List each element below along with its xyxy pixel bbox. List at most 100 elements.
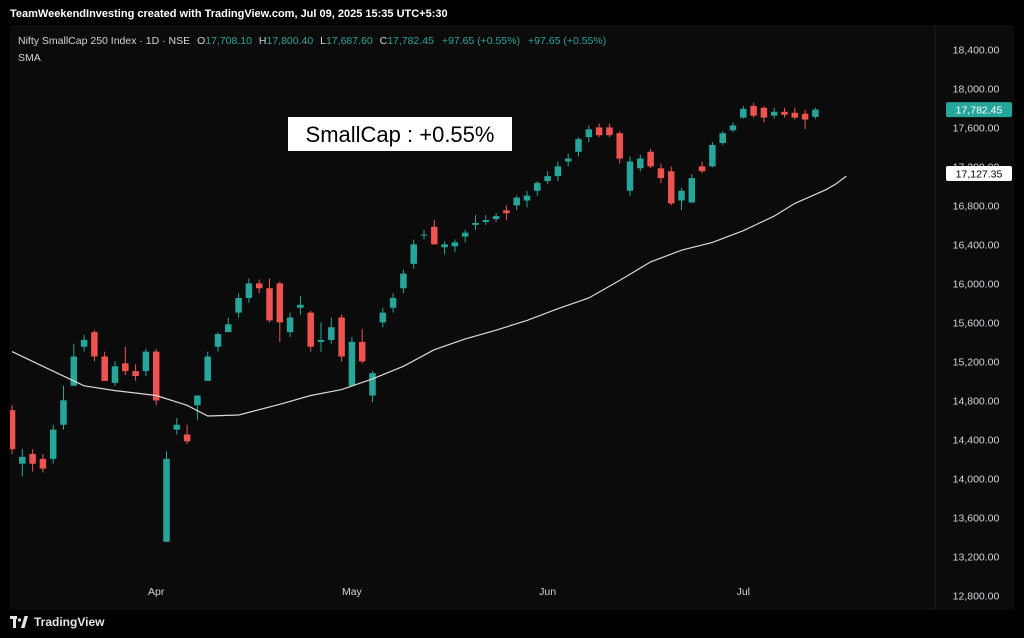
footer-brand: TradingView xyxy=(34,615,105,629)
annotation-box[interactable]: SmallCap : +0.55% xyxy=(288,117,512,151)
y-tick-label: 16,400.00 xyxy=(953,239,1000,251)
candle xyxy=(750,103,757,118)
candle-body xyxy=(369,373,376,396)
candle-body xyxy=(461,232,469,237)
candle-body xyxy=(29,454,36,464)
candle-body xyxy=(698,166,706,172)
candle-body xyxy=(225,324,232,333)
candle xyxy=(338,314,345,362)
candle-body xyxy=(791,112,799,118)
legend-l-label: L xyxy=(320,35,326,47)
candle-body xyxy=(564,158,572,162)
candle xyxy=(194,395,201,420)
candle xyxy=(637,154,644,172)
y-tick-label: 16,000.00 xyxy=(953,278,1000,290)
candle-body xyxy=(389,298,397,308)
candle xyxy=(122,346,129,376)
candle-body xyxy=(431,226,438,245)
candle xyxy=(595,123,603,138)
y-tick-label: 18,400.00 xyxy=(953,44,1000,56)
candle xyxy=(39,454,47,473)
candle-body xyxy=(245,283,253,298)
candle-body xyxy=(328,327,335,340)
y-tick-label: 13,200.00 xyxy=(953,551,1000,563)
y-tick-label: 18,000.00 xyxy=(953,83,1000,95)
candle-body xyxy=(70,356,78,386)
candle xyxy=(132,364,139,381)
price-axis[interactable]: 18,400.0018,000.0017,600.0017,200.0016,8… xyxy=(953,44,1000,602)
candle xyxy=(616,131,623,164)
candle xyxy=(492,213,500,222)
legend-c-label: C xyxy=(380,35,388,47)
candle-body xyxy=(585,129,593,138)
candle-body xyxy=(142,351,150,372)
legend-symbol[interactable]: Nifty SmallCap 250 Index · 1D · NSE xyxy=(18,35,190,47)
legend-indicator[interactable]: SMA xyxy=(18,52,41,64)
candle xyxy=(29,449,36,472)
candle-body xyxy=(729,125,737,131)
annotation-text: SmallCap : +0.55% xyxy=(306,122,495,147)
chart-area[interactable]: 18,400.0018,000.0017,600.0017,200.0016,8… xyxy=(8,25,1014,610)
time-axis[interactable]: Apr May Jun Jul xyxy=(148,586,750,598)
candle-body xyxy=(750,105,757,116)
candle xyxy=(647,148,654,169)
candle-body xyxy=(297,304,304,308)
legend-row: Nifty SmallCap 250 Index · 1D · NSE O17,… xyxy=(18,35,606,47)
candle-body xyxy=(400,273,407,289)
candle-body xyxy=(235,298,242,313)
candle-body xyxy=(8,410,16,450)
candle-body xyxy=(513,197,520,206)
candle xyxy=(513,195,520,211)
candle-body xyxy=(19,456,26,464)
candle xyxy=(255,279,263,294)
candle-body xyxy=(740,108,747,118)
candle-body xyxy=(606,127,613,136)
candle-body xyxy=(152,351,160,401)
candle xyxy=(688,174,696,204)
candle xyxy=(214,332,222,352)
candle xyxy=(245,278,253,303)
candle-body xyxy=(214,334,222,347)
candle-body xyxy=(286,317,294,333)
candle xyxy=(575,137,582,157)
candle xyxy=(451,239,459,253)
candle-body xyxy=(163,458,170,542)
y-tick-label: 17,600.00 xyxy=(953,122,1000,134)
legend-h-label: H xyxy=(259,35,267,47)
legend-change-2: +97.65 (+0.55%) xyxy=(528,35,606,47)
legend-open: 17,708.10 xyxy=(205,35,252,47)
candle-body xyxy=(266,288,273,321)
candle xyxy=(801,109,809,130)
candle xyxy=(49,424,57,464)
candle-body xyxy=(492,216,500,220)
candle-body xyxy=(688,178,696,203)
candle-body xyxy=(595,127,603,136)
candle xyxy=(482,215,490,225)
price-chart[interactable]: 18,400.0018,000.0017,600.0017,200.0016,8… xyxy=(8,25,1014,610)
candle-body xyxy=(101,356,108,381)
legend-o-label: O xyxy=(197,35,205,47)
watermark-banner: TeamWeekendInvesting created with Tradin… xyxy=(10,8,448,20)
candle xyxy=(307,310,314,352)
candle-body xyxy=(194,395,201,406)
candle xyxy=(101,351,108,381)
candle xyxy=(328,317,335,344)
candle-body xyxy=(317,339,325,342)
candle-body xyxy=(132,371,139,376)
candle xyxy=(564,153,572,167)
candle-body xyxy=(554,166,562,177)
y-tick-label: 14,000.00 xyxy=(953,473,1000,485)
candle xyxy=(379,307,387,328)
candle-body xyxy=(709,144,716,167)
candle xyxy=(678,187,685,211)
candle xyxy=(606,123,613,138)
candle-body xyxy=(173,424,181,430)
candle xyxy=(163,451,170,542)
candle xyxy=(626,156,634,196)
candle xyxy=(297,296,304,315)
candle-body xyxy=(307,312,314,347)
candle xyxy=(709,142,716,168)
legend-close: 17,782.45 xyxy=(387,35,434,47)
legend-low: 17,687.60 xyxy=(326,35,373,47)
